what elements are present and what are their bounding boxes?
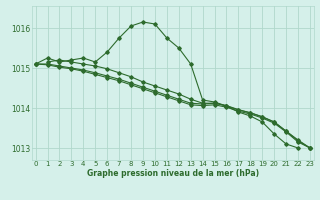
X-axis label: Graphe pression niveau de la mer (hPa): Graphe pression niveau de la mer (hPa)	[87, 169, 259, 178]
